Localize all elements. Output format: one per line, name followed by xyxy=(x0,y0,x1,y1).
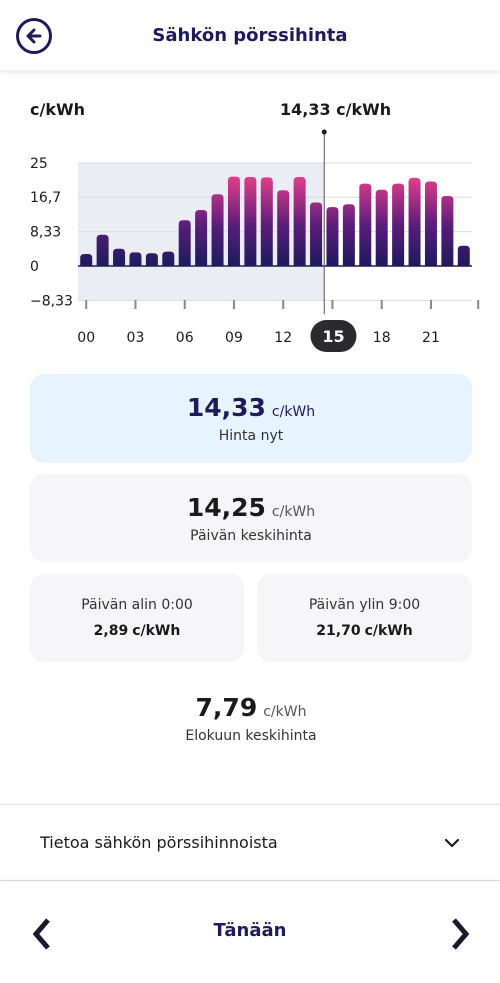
price-bar xyxy=(195,209,208,266)
chevron-down-icon xyxy=(444,838,460,847)
month-average-value: 7,79 xyxy=(195,692,258,722)
app-header: Sähkön pörssihinta xyxy=(0,0,500,70)
y-tick-label: −8,33 xyxy=(30,293,73,309)
price-chart[interactable]: c/kWh 14,33 c/kWh 25 16,7 8,33 0 −8,33 00 03 06… xyxy=(0,90,500,360)
day-min-title: Päivän alin 0:00 xyxy=(81,597,193,613)
price-bar xyxy=(342,204,355,266)
price-bar xyxy=(408,177,421,266)
back-button[interactable] xyxy=(16,18,52,54)
price-bar xyxy=(211,194,224,266)
price-bar xyxy=(326,207,339,266)
x-tick-label: 12 xyxy=(274,330,292,346)
chart-unit-label: c/kWh xyxy=(30,100,86,119)
month-average-unit: c/kWh xyxy=(263,703,307,720)
y-tick-label: 16,7 xyxy=(30,190,61,206)
x-tick-label: 00 xyxy=(77,330,95,346)
y-tick-label: 25 xyxy=(30,156,48,172)
y-tick-label: 8,33 xyxy=(30,225,61,241)
price-bar xyxy=(129,252,142,266)
price-chart-svg: 25 16,7 8,33 0 −8,33 00 03 06 09 12 15 18 21 xyxy=(30,129,480,352)
price-bar xyxy=(113,248,126,266)
y-tick-label: 0 xyxy=(30,259,39,275)
price-bar xyxy=(293,177,306,266)
chart-current-price-label: 14,33 c/kWh xyxy=(280,100,392,119)
x-tick-label: 18 xyxy=(373,330,391,346)
price-bar xyxy=(375,189,388,266)
x-tick-label: 06 xyxy=(176,330,194,346)
day-title: Tänään xyxy=(213,920,287,941)
selected-hour-label: 15 xyxy=(322,327,344,346)
price-bar xyxy=(145,253,158,266)
day-average-unit: c/kWh xyxy=(271,503,316,520)
x-tick-label: 03 xyxy=(127,330,145,346)
price-now-value: 14,33 xyxy=(186,393,266,422)
day-max-title: Päivän ylin 9:00 xyxy=(308,597,421,613)
price-bar xyxy=(277,190,290,266)
month-average-label: Elokuun keskihinta xyxy=(185,727,317,744)
chevron-right-icon xyxy=(452,918,470,950)
day-min-value: 2,89 xyxy=(93,623,129,639)
price-bar xyxy=(310,202,323,266)
current-hour-dot xyxy=(321,129,327,135)
previous-day-button[interactable] xyxy=(30,916,54,952)
price-bar xyxy=(457,245,470,266)
price-bar xyxy=(80,254,93,266)
back-arrow-circle-icon xyxy=(26,28,42,44)
price-bar xyxy=(244,177,257,266)
price-bar xyxy=(359,183,372,266)
info-accordion-label: Tietoa sähkön pörssihinnoista xyxy=(40,833,278,852)
price-now-unit: c/kWh xyxy=(271,404,316,420)
selected-hour-pill xyxy=(310,320,357,352)
info-accordion[interactable]: Tietoa sähkön pörssihinnoista xyxy=(0,805,500,880)
day-average-value: 14,25 xyxy=(186,492,266,522)
price-bar xyxy=(392,183,405,266)
price-bar xyxy=(227,176,240,266)
price-bar xyxy=(424,181,437,266)
price-bar xyxy=(162,251,175,266)
chevron-left-icon xyxy=(32,918,50,950)
divider-bottom xyxy=(0,880,500,881)
price-bar xyxy=(96,234,109,266)
day-navigation: Tänään xyxy=(0,882,500,983)
page-title: Sähkön pörssihinta xyxy=(152,24,348,46)
divider-top xyxy=(0,804,500,805)
price-bar xyxy=(178,220,191,266)
day-average-label: Päivän keskihinta xyxy=(190,527,312,544)
day-max-value: 21,70 xyxy=(316,623,361,639)
day-average-card: 14,25 c/kWh Päivän keskihinta xyxy=(30,474,472,562)
x-tick-label: 09 xyxy=(225,330,243,346)
x-tick-label: 21 xyxy=(422,330,440,346)
day-min-card: Päivän alin 0:00 2,89 c/kWh xyxy=(30,574,244,662)
day-max-unit: c/kWh xyxy=(364,623,413,639)
price-now-label: Hinta nyt xyxy=(218,428,284,444)
day-max-card: Päivän ylin 9:00 21,70 c/kWh xyxy=(257,574,472,662)
next-day-button[interactable] xyxy=(448,916,472,952)
day-min-unit: c/kWh xyxy=(132,623,181,639)
price-bar xyxy=(441,195,454,266)
month-average-card: 7,79 c/kWh Elokuun keskihinta xyxy=(30,674,472,762)
price-bar xyxy=(260,177,273,266)
price-now-card: 14,33 c/kWh Hinta nyt xyxy=(30,374,472,463)
